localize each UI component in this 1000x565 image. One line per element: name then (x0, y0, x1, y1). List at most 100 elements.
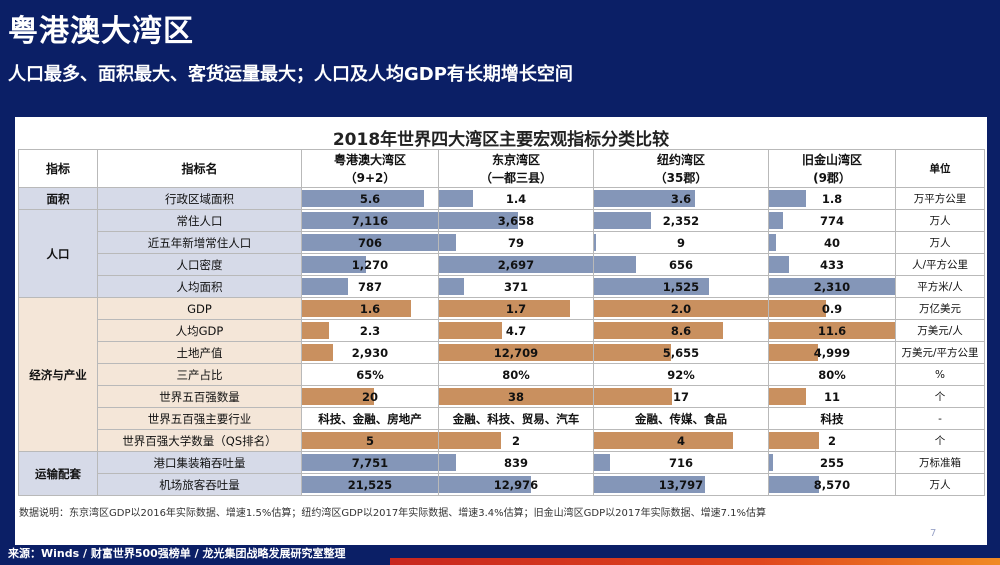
header-name: 指标名 (97, 149, 302, 188)
value-bar (769, 344, 819, 361)
value-cell: 433 (768, 253, 896, 276)
value-text: 79 (507, 235, 524, 250)
unit-cell: 人/平方公里 (895, 253, 985, 276)
table-body: 面积 行政区域面积 5.6 1.4 3.6 1.8 万平方公里 人口 常住人口 7,116 3,65… (18, 187, 985, 496)
unit-cell: 个 (895, 429, 985, 452)
value-text: 1.8 (821, 191, 843, 206)
value-cell: 21,525 (301, 473, 439, 496)
value-cell: 1.6 (301, 297, 439, 320)
value-bar (439, 256, 593, 273)
value-bar (439, 388, 593, 405)
table-title: 2018年世界四大湾区主要宏观指标分类比较 (332, 130, 670, 150)
value-text: 8,570 (813, 477, 851, 492)
value-cell: 1,525 (593, 275, 769, 298)
value-text: 7,751 (351, 455, 389, 470)
value-cell: 2,697 (438, 253, 594, 276)
value-cell: 8,570 (768, 473, 896, 496)
header-gba: 粤港澳大湾区 （9+2） (301, 149, 439, 188)
value-text: 656 (668, 257, 693, 272)
value-cell: 371 (438, 275, 594, 298)
header-sf: 旧金山湾区 (9郡） (768, 149, 896, 188)
indicator-name: 行政区域面积 (97, 187, 302, 210)
unit-cell: 万人 (895, 231, 985, 254)
value-cell: 92% (593, 363, 769, 386)
value-cell: 1.8 (768, 187, 896, 210)
category-population: 人口 (18, 209, 98, 298)
value-bar (302, 278, 349, 295)
page-number: 7 (930, 528, 937, 539)
value-bar (594, 344, 671, 361)
indicator-name: 世界五百强数量 (97, 385, 302, 408)
unit-cell: 平方米/人 (895, 275, 985, 298)
value-cell: 5 (301, 429, 439, 452)
unit-cell: 万亿美元 (895, 297, 985, 320)
value-text: 787 (357, 279, 382, 294)
value-cell: 2 (438, 429, 594, 452)
value-bar (769, 388, 806, 405)
value-bar (594, 388, 673, 405)
comparison-table: 指标 指标名 粤港澳大湾区 （9+2） 东京湾区 （一都三县） 纽约湾区 （35郡） … (18, 149, 985, 496)
value-cell: 4,999 (768, 341, 896, 364)
value-bar (769, 476, 820, 493)
value-bar (302, 256, 366, 273)
value-cell: 80% (438, 363, 594, 386)
value-text: 12,976 (493, 477, 539, 492)
value-text: 2.0 (670, 301, 692, 316)
value-text: 3,658 (497, 213, 535, 228)
value-cell: 科技 (768, 407, 896, 430)
indicator-name: 近五年新增常住人口 (97, 231, 302, 254)
indicator-name: 常住人口 (97, 209, 302, 232)
value-text: 2,930 (351, 345, 389, 360)
category-area: 面积 (18, 187, 98, 210)
value-bar (594, 322, 723, 339)
table-row: 机场旅客吞吐量 21,525 12,976 13,797 8,570 万人 (19, 473, 985, 496)
table-row: 经济与产业 GDP 1.6 1.7 2.0 0.9 万亿美元 (18, 297, 985, 452)
value-bar (302, 432, 438, 449)
value-cell: 1.4 (438, 187, 594, 210)
value-text: 7,116 (351, 213, 389, 228)
value-text: 2 (827, 433, 836, 448)
indicator-name: GDP (97, 297, 302, 320)
value-bar (302, 190, 425, 207)
value-cell: 656 (593, 253, 769, 276)
value-text: 5,655 (662, 345, 700, 360)
value-bar (439, 190, 473, 207)
value-cell: 80% (768, 363, 896, 386)
value-bar (594, 454, 610, 471)
source-footer: 来源：Winds / 财富世界500强榜单 / 龙光集团战略发展研究室整理 (8, 547, 346, 560)
value-bar (769, 256, 790, 273)
value-text: 3.6 (670, 191, 692, 206)
value-bar (439, 322, 503, 339)
value-bar (769, 454, 773, 471)
table-row: 世界五百强主要行业 科技、金融、房地产 金融、科技、贸易、汽车 金融、传媒、食品 科技 - (19, 407, 985, 430)
unit-cell: 万人 (895, 209, 985, 232)
value-cell: 255 (768, 451, 896, 474)
indicator-name: 人均GDP (97, 319, 302, 342)
value-text: 1,270 (351, 257, 389, 272)
table-row: 人口密度 1,270 2,697 656 433 人/平方公里 (19, 253, 985, 276)
value-bar (302, 454, 438, 471)
data-note: 数据说明：东京湾区GDP以2016年实际数据、增速1.5%估算；纽约湾区GDP以… (19, 508, 767, 519)
value-cell: 3.6 (593, 187, 769, 210)
table-row: 人口 常住人口 7,116 3,658 2,352 774 万人 (18, 209, 985, 298)
value-bar (439, 278, 464, 295)
value-bar (769, 432, 820, 449)
value-bar (439, 432, 501, 449)
table-row: 人均面积 787 371 1,525 2,310 平方米/人 (19, 275, 985, 298)
value-cell: 2.0 (593, 297, 769, 320)
header-tokyo: 东京湾区 （一都三县） (438, 149, 594, 188)
value-text: 5.6 (359, 191, 381, 206)
value-text: 2,697 (497, 257, 535, 272)
value-bar (594, 256, 636, 273)
value-cell: 8.6 (593, 319, 769, 342)
value-text: 金融、传媒、食品 (635, 411, 727, 426)
indicator-name: 土地产值 (97, 341, 302, 364)
value-bar (594, 234, 597, 251)
value-cell: 7,751 (301, 451, 439, 474)
value-cell: 2.3 (301, 319, 439, 342)
value-text: 1,525 (662, 279, 700, 294)
value-cell: 金融、传媒、食品 (593, 407, 769, 430)
value-cell: 5,655 (593, 341, 769, 364)
value-cell: 65% (301, 363, 439, 386)
value-bar (769, 234, 777, 251)
